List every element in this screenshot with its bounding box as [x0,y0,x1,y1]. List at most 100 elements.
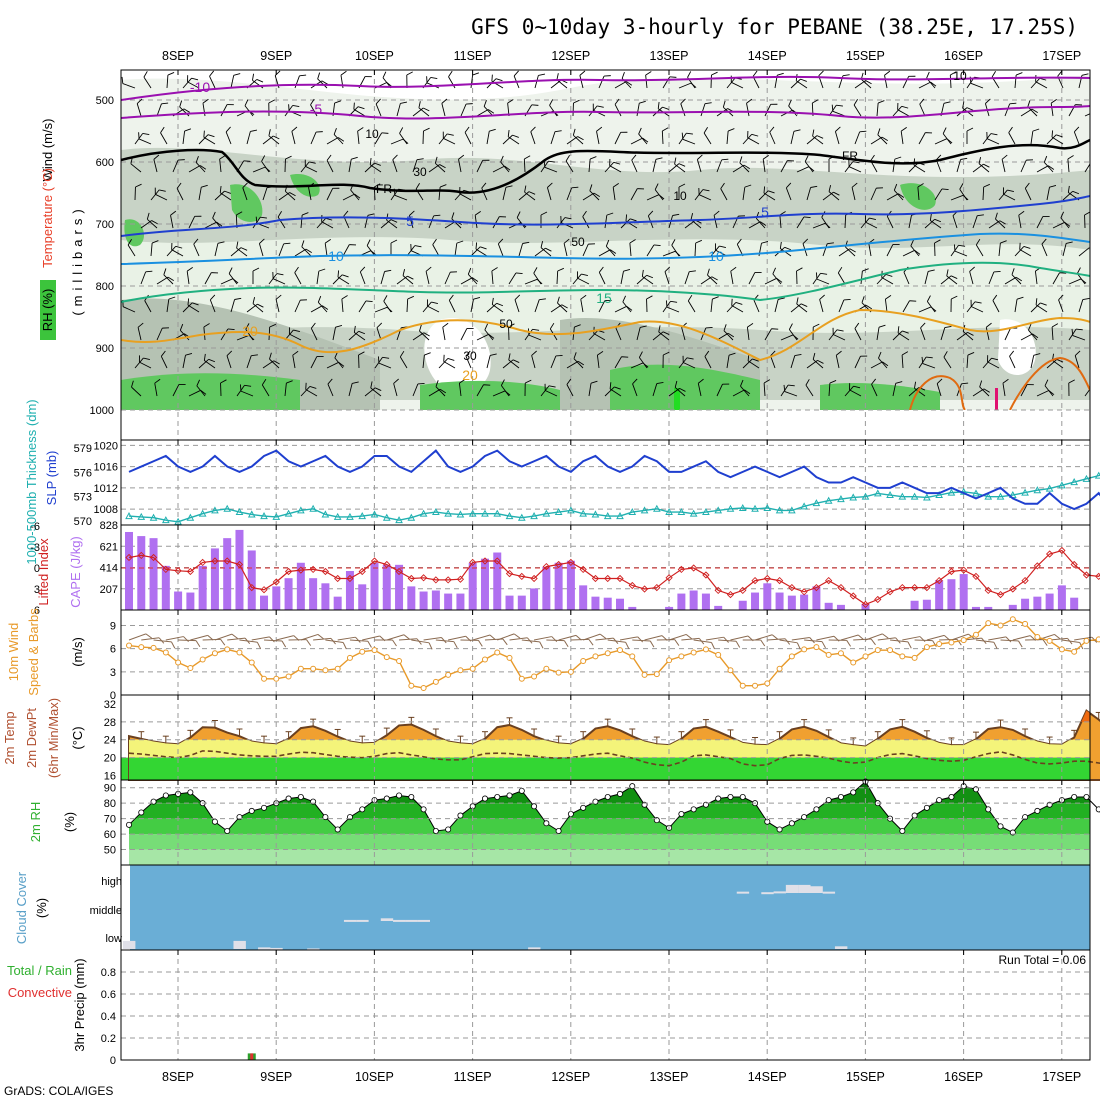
wind-barb [609,158,622,173]
wind10-point [1046,637,1053,644]
wind10-point [801,646,808,653]
wind-barb [1052,272,1067,285]
wind-barb [310,355,324,369]
wind-barb [140,270,153,285]
date-label: 12SEP [551,1070,590,1084]
wind-barb [310,131,323,145]
wind-barb [518,191,536,201]
wind-barb [316,217,333,229]
li-tick: 0 [34,563,40,575]
wind-barb [269,352,280,369]
wind10-barb [742,639,766,647]
wind-barb [1051,130,1064,145]
wind-barb [358,300,373,313]
wind-barb [219,155,226,173]
lifted-index-label: Lifted Index [36,538,51,606]
li-point [898,583,906,592]
wind-barb [566,360,585,369]
wind10-point [1022,620,1029,627]
li-tick: 3 [34,584,40,596]
wind-barb [170,210,177,229]
wind-barb [483,100,494,117]
temp-tick: 24 [104,735,116,747]
wind-barb [851,182,858,201]
wind10-point [1034,634,1041,641]
cape-bar [223,538,232,610]
wind10-barb [975,639,998,649]
wind-barb [572,128,584,145]
wind-barb [1084,110,1090,117]
wind10-point [948,639,955,646]
wind-barb [694,239,703,257]
wind-barb [788,323,798,341]
wind-barb [1074,350,1081,369]
wind-barb [412,158,424,173]
cape-bar [701,593,710,610]
cape-bar [407,586,416,610]
rh-point [126,821,133,828]
wind-barb [1041,238,1048,257]
thickness-point [677,508,686,516]
isotherm-5 [121,195,1090,237]
wind-barb [448,294,456,313]
rh-point [923,804,930,811]
wind-barb [806,135,824,145]
wind-barb [1073,126,1080,145]
wind-barb [392,154,398,173]
wind-barb [982,183,991,201]
li-point [370,557,379,565]
wind-barb [481,182,488,201]
wind-barb [975,238,984,257]
pressure-tick: 900 [96,343,114,355]
wind-barb [476,159,490,173]
wind-barb [630,137,649,145]
wind-barb [422,127,430,145]
wind-barb [716,332,735,341]
wind-barb [143,71,152,89]
contour-label: 50 [499,317,513,331]
rh-point [445,826,452,833]
wind-barb [870,361,889,369]
wind10-barb [227,637,251,644]
wind-barb [310,98,318,117]
wind-barb [730,266,737,285]
wind-barb [1028,323,1038,341]
cape-tick: 828 [100,520,118,532]
wind-barb [1030,302,1047,313]
cape-bar [1045,593,1054,610]
wind-barb [454,240,464,257]
li-point [567,558,575,567]
wind-barb [940,275,958,285]
wind10-point [985,620,992,627]
wind-barb [785,182,792,201]
wind-barb [327,378,334,397]
precip-bars [247,1053,256,1060]
cape-bar [738,600,747,610]
temp-band-mild [129,739,1090,758]
wind10-barb [374,639,397,647]
wind-barb [946,269,958,285]
wind-barb [914,381,926,397]
li-point [186,567,195,576]
thickness-point [1058,481,1066,489]
thickness-point [174,517,182,525]
date-label: 8SEP [162,1070,194,1084]
wind10-point [617,647,623,654]
wind10-point [359,648,366,655]
li-point [604,574,612,583]
wind-barb [326,361,345,369]
wind10-barb [472,634,496,641]
cape-bar [566,560,575,610]
wind-barb [805,379,814,397]
rh-point [162,792,169,799]
wind-barb [435,380,446,397]
wind10-barb [988,636,1012,643]
wind-barb [742,358,759,369]
wind-barb [681,132,696,145]
wind-barb [337,270,350,285]
wind-barb [918,81,937,89]
thickness-point [235,508,244,516]
cape-bar [542,566,551,610]
wind-barb [500,379,510,397]
thickness-point [726,504,735,512]
